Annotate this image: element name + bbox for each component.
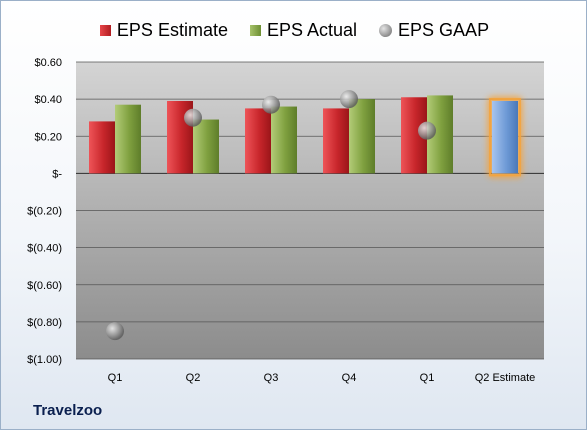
x-tick-label: Q4: [342, 372, 357, 384]
legend-actual-swatch: [249, 24, 261, 36]
bar-eps-estimate: [245, 108, 271, 174]
y-tick-label: $0.20: [34, 131, 62, 143]
legend-gaap-swatch: [379, 23, 393, 37]
legend-estimate-swatch: [99, 24, 111, 36]
bar-next-quarter-estimate: [492, 100, 518, 174]
bars: [89, 95, 523, 179]
y-axis-tick-labels: $0.60 $0.40 $0.20 $- $(0.20) $(0.40) $(0.60) $(…: [27, 57, 62, 366]
legend-estimate-label: EPS Estimate: [116, 19, 228, 40]
bar-eps-actual: [115, 104, 141, 174]
point-eps-gaap: [262, 95, 280, 114]
legend-item-estimate: EPS Estimate: [99, 19, 228, 41]
bar-eps-actual: [271, 106, 297, 174]
x-tick-label: Q1: [420, 372, 435, 384]
point-eps-gaap: [106, 322, 124, 341]
y-tick-label: $(0.60): [27, 280, 62, 292]
bar-eps-estimate: [323, 108, 349, 174]
point-eps-gaap: [418, 121, 436, 140]
legend-item-actual: EPS Actual: [249, 19, 358, 41]
next-estimate-highlight-ring: [489, 97, 521, 177]
legend-item-gaap: EPS GAAP: [379, 20, 489, 41]
y-tick-label: $0.40: [34, 94, 62, 106]
legend: EPS Estimate EPS Actual EPS GAAP: [1, 17, 587, 43]
gridlines: [76, 61, 544, 360]
legend-gaap-label: EPS GAAP: [398, 19, 490, 40]
x-tick-label: Q2 Estimate: [475, 372, 536, 384]
bar-eps-actual: [193, 119, 219, 174]
y-tick-label: $(0.40): [27, 243, 62, 255]
y-tick-label: $-: [52, 168, 62, 180]
bar-eps-actual: [349, 99, 375, 174]
y-tick-label: $(0.80): [27, 317, 62, 329]
y-tick-label: $(0.20): [27, 206, 62, 218]
legend-actual-label: EPS Actual: [266, 19, 358, 40]
bar-eps-estimate: [89, 121, 115, 174]
x-tick-label: Q2: [186, 372, 201, 384]
x-tick-label: Q1: [108, 372, 123, 384]
point-eps-gaap: [340, 90, 358, 109]
y-tick-label: $0.60: [34, 57, 62, 69]
point-eps-gaap: [184, 108, 202, 127]
y-tick-label: $(1.00): [27, 354, 62, 366]
x-axis-tick-labels: Q1 Q2 Q3 Q4 Q1 Q2 Estimate: [108, 372, 536, 384]
x-tick-label: Q3: [264, 372, 279, 384]
company-name: Travelzoo: [33, 402, 103, 419]
gaap-points: [106, 90, 436, 341]
